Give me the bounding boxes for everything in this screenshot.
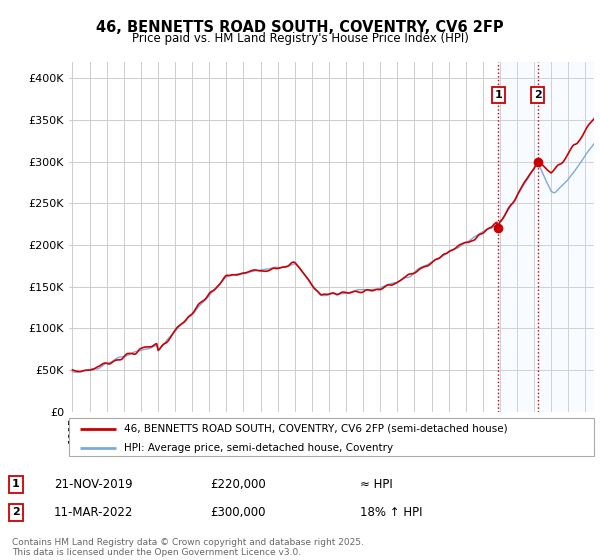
Text: ≈ HPI: ≈ HPI	[360, 478, 393, 491]
Text: 2: 2	[533, 90, 541, 100]
Text: 18% ↑ HPI: 18% ↑ HPI	[360, 506, 422, 519]
Text: 21-NOV-2019: 21-NOV-2019	[54, 478, 133, 491]
Text: £300,000: £300,000	[210, 506, 265, 519]
Text: 46, BENNETTS ROAD SOUTH, COVENTRY, CV6 2FP: 46, BENNETTS ROAD SOUTH, COVENTRY, CV6 2…	[96, 20, 504, 35]
Text: Price paid vs. HM Land Registry's House Price Index (HPI): Price paid vs. HM Land Registry's House …	[131, 32, 469, 45]
Text: 2: 2	[12, 507, 20, 517]
Text: Contains HM Land Registry data © Crown copyright and database right 2025.
This d: Contains HM Land Registry data © Crown c…	[12, 538, 364, 557]
Text: 1: 1	[494, 90, 502, 100]
Text: 1: 1	[12, 479, 20, 489]
Text: 46, BENNETTS ROAD SOUTH, COVENTRY, CV6 2FP (semi-detached house): 46, BENNETTS ROAD SOUTH, COVENTRY, CV6 2…	[124, 424, 508, 434]
Bar	[498, 62, 594, 412]
Text: HPI: Average price, semi-detached house, Coventry: HPI: Average price, semi-detached house,…	[124, 443, 393, 453]
Text: £220,000: £220,000	[210, 478, 266, 491]
FancyBboxPatch shape	[69, 418, 594, 456]
Text: 11-MAR-2022: 11-MAR-2022	[54, 506, 133, 519]
